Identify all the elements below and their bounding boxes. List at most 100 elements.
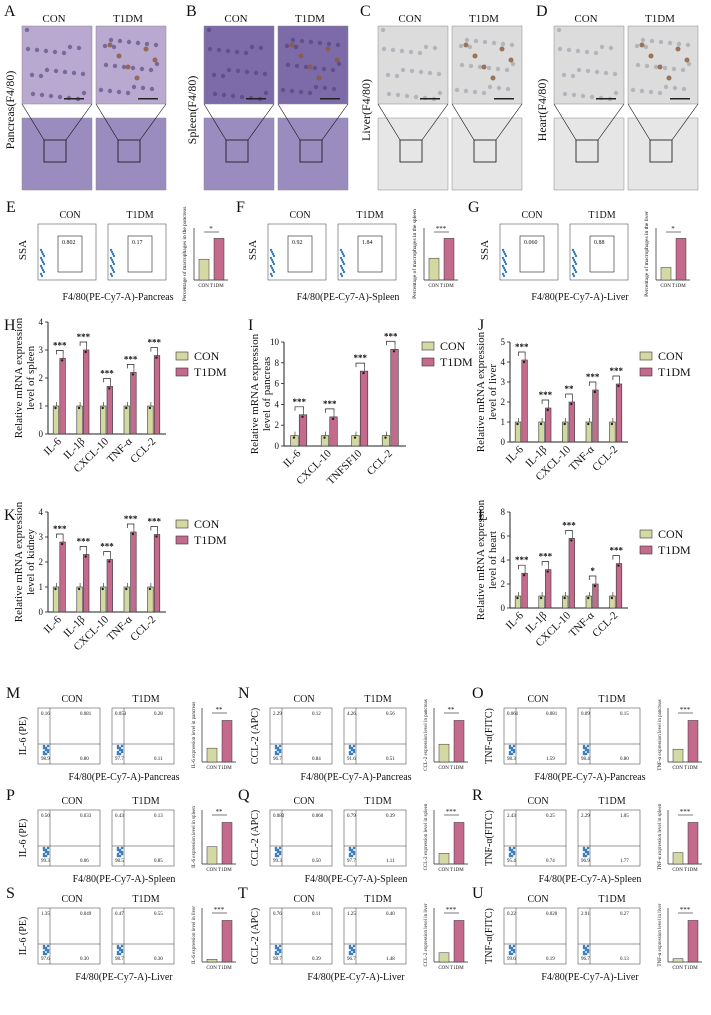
cell-nucleus <box>404 93 410 99</box>
sig-mark: *** <box>100 542 114 552</box>
cell-nucleus <box>144 41 150 47</box>
bar-t1dm <box>615 383 623 443</box>
event-dot <box>508 944 512 948</box>
flow-yaxis: TNF-α(FITC) <box>484 810 495 866</box>
event-dot <box>111 252 115 256</box>
overview-image-t1dm <box>95 117 167 191</box>
event-dot <box>339 256 343 260</box>
event-dot <box>350 952 354 956</box>
event-dot <box>278 846 282 850</box>
event-dot <box>44 748 48 752</box>
sig-bracket <box>126 364 135 369</box>
cell-nucleus <box>67 44 73 50</box>
event-dot <box>278 748 282 752</box>
event-dot <box>274 852 278 856</box>
f480-positive-cell <box>298 53 304 59</box>
bar-t1dm <box>153 355 161 435</box>
mini-bar-t1dm <box>221 822 233 865</box>
event-dot <box>40 266 44 270</box>
cell-nucleus <box>107 88 113 94</box>
quad-value-ll: 99.3 <box>273 859 282 864</box>
cell-nucleus <box>112 63 118 69</box>
event-dot <box>348 846 352 850</box>
quad-value-ul: 4.26 <box>347 712 356 717</box>
mini-bar-ylabel: TNF-α expression level in spleen <box>658 803 663 870</box>
event-dot <box>278 950 282 954</box>
panel-letter: Q <box>238 787 250 804</box>
sig-mark: *** <box>77 332 91 342</box>
event-dot <box>339 272 343 276</box>
cell-nucleus <box>594 69 600 75</box>
bar-t1dm <box>106 559 113 613</box>
bar-t1dm <box>329 416 338 447</box>
zoom-line <box>671 103 699 141</box>
bar-con <box>514 421 522 443</box>
cell-nucleus <box>98 87 104 93</box>
event-dot <box>586 744 590 748</box>
event-dot <box>46 744 50 748</box>
overview-image-con <box>203 117 275 191</box>
flow-xaxis: F4/80(PE-Cy7-A)-Liver <box>307 972 405 983</box>
event-dot <box>42 950 46 954</box>
data-point <box>131 532 135 536</box>
bar-t1dm <box>359 370 369 447</box>
cell-nucleus <box>562 91 568 97</box>
event-dot <box>42 744 46 748</box>
mini-bar-ylabel: IL-6 expression level in pancreas <box>192 702 197 768</box>
cell-nucleus <box>639 88 645 94</box>
event-dot <box>41 252 45 256</box>
quad-value-ul: 0.79 <box>347 814 356 819</box>
data-point <box>155 356 158 359</box>
y-axis-label-line1: Relative mRNA expression <box>13 501 25 622</box>
cell-nucleus <box>649 38 655 44</box>
y-tick-label: 4 <box>501 555 506 565</box>
panel-letter: K <box>4 507 16 524</box>
quad-value-ul: 0.76 <box>273 912 282 917</box>
cell-nucleus <box>643 44 649 50</box>
category-label: IL-6 <box>504 443 527 466</box>
gate-box <box>357 235 383 273</box>
quad-value-lr: 1.77 <box>620 859 629 864</box>
sig-mark: *** <box>147 338 161 348</box>
quad-value-lr: 0.19 <box>546 957 555 962</box>
event-dot <box>508 950 512 954</box>
cell-nucleus <box>570 73 576 79</box>
f480-positive-cell <box>307 64 313 70</box>
panel-letter: J <box>478 317 484 334</box>
zoom-box <box>473 139 497 163</box>
quad-value-lr: 0.85 <box>154 859 163 864</box>
group-label-con: CON <box>398 13 421 25</box>
quad-value-ll: 96.9 <box>581 859 590 864</box>
event-dot <box>270 274 274 278</box>
group-label-con: CON <box>293 796 314 807</box>
zoom-line <box>627 103 651 141</box>
quad-panel-M: M CON T1DM IL-6 (PE) 0.16 0.081 98.9 0.80 0.053 0… <box>6 685 236 783</box>
f480-positive-cell <box>472 53 478 59</box>
cell-nucleus <box>584 49 590 55</box>
gate-box <box>127 235 153 273</box>
y-tick-label: 4 <box>501 357 506 367</box>
event-dot <box>39 248 43 252</box>
cell-nucleus <box>571 92 577 98</box>
bar-con <box>609 595 616 609</box>
zoom-box <box>117 139 141 163</box>
data-point <box>546 408 549 412</box>
data-point <box>610 422 614 426</box>
flow-xaxis: F4/80(PE-Cy7-A)-Pancreas <box>300 772 411 783</box>
panel-letter: N <box>238 685 250 702</box>
group-label-t1dm: T1DM <box>645 13 675 25</box>
gate-box <box>519 235 545 273</box>
event-dot <box>120 744 124 748</box>
qpcr-chart-K: K 0 1 2 3 4 Relative mRNA expression level of k… <box>4 501 227 653</box>
quad-value-ur: 0.15 <box>620 712 629 717</box>
sig-mark: *** <box>446 808 457 816</box>
cell-nucleus <box>312 65 318 71</box>
flow-plot-t1dm <box>569 223 629 281</box>
data-point <box>546 570 549 573</box>
sig-mark: *** <box>680 808 691 816</box>
panel-letter: U <box>472 885 484 902</box>
cell-nucleus <box>244 69 250 75</box>
quad-value-ul: 0.09 <box>581 712 590 717</box>
legend-swatch-t1dm <box>639 545 653 555</box>
cell-nucleus <box>294 63 300 69</box>
